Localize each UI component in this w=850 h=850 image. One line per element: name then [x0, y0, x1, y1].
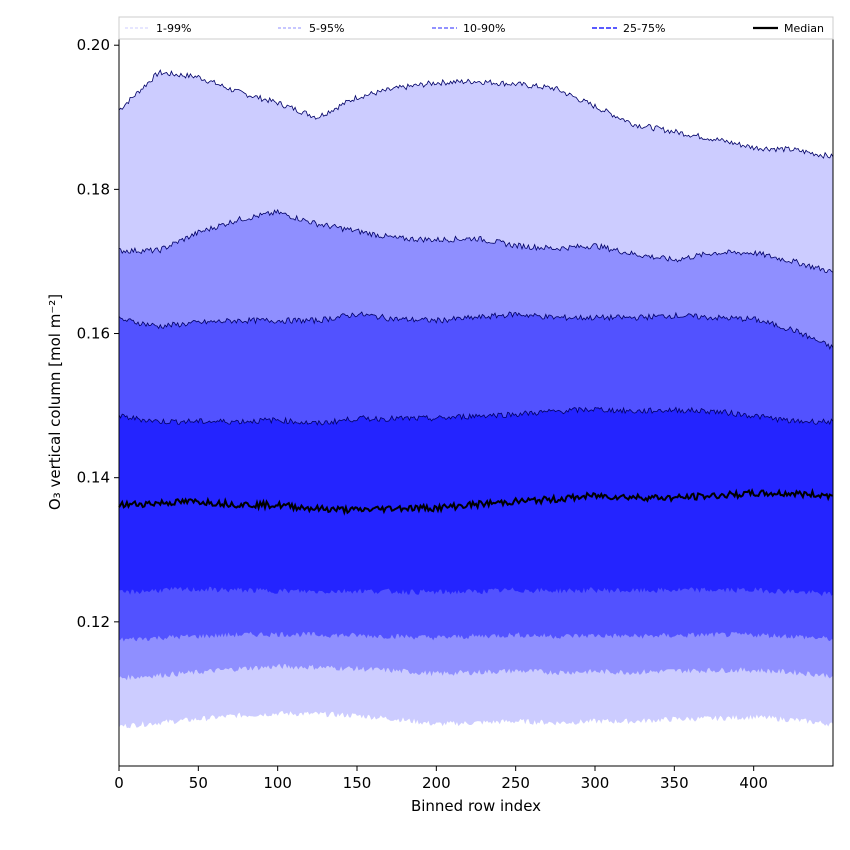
legend-label-2: 5-95% [309, 22, 344, 35]
median-layer [118, 487, 834, 516]
x-tick-label: 200 [422, 774, 451, 792]
legend-label-1: 1-99% [156, 22, 191, 35]
x-tick-label: 150 [343, 774, 372, 792]
y-tick-label: 0.20 [77, 36, 110, 54]
band-25-75-upper-edge [118, 406, 834, 426]
median-line [118, 487, 834, 516]
y-axis-label: O₃ vertical column [mol m⁻²] [46, 294, 64, 510]
band-1-99-upper-edge [118, 69, 834, 159]
y-tick-label: 0.16 [77, 325, 110, 343]
x-tick-label: 0 [114, 774, 124, 792]
x-tick-label: 50 [189, 774, 208, 792]
legend-frame [118, 16, 834, 40]
x-tick-label: 100 [263, 774, 292, 792]
legend: 1-99% 5-95% 10-90% 25-75% Median [118, 16, 834, 40]
x-tick-label: 300 [581, 774, 610, 792]
legend-label-3: 10-90% [463, 22, 505, 35]
band-10-90-upper-edge [118, 311, 834, 350]
y-tick-label: 0.14 [77, 469, 110, 487]
y-tick-label: 0.12 [77, 613, 110, 631]
x-axis-label: Binned row index [411, 797, 541, 815]
y-tick-label: 0.18 [77, 180, 110, 198]
legend-label-4: 25-75% [623, 22, 665, 35]
band-25-75-area [119, 407, 833, 597]
band-5-95-upper-edge [118, 208, 834, 274]
percentile-bands [118, 69, 834, 729]
x-axis-ticks: 0 50 100 150 200 250 300 350 400 [114, 766, 768, 792]
x-tick-label: 400 [739, 774, 768, 792]
legend-label-5: Median [784, 22, 824, 35]
x-tick-label: 250 [501, 774, 530, 792]
y-axis-ticks: 0.12 0.14 0.16 0.18 0.20 [77, 36, 119, 631]
x-tick-label: 350 [660, 774, 689, 792]
